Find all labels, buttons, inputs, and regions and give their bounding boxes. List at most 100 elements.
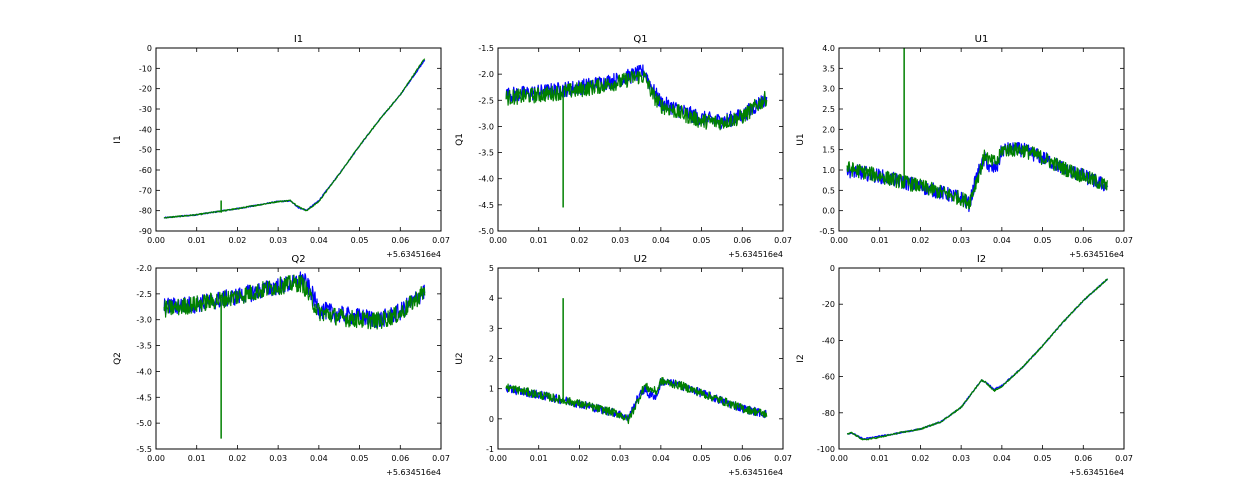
y-tick-label: -2.5 [136, 290, 152, 299]
y-axis-label: U1 [796, 133, 806, 145]
subplot-I2: 0.00 0.01 0.02 0.03 0.04 0.05 0.06 0.07 -100 -80 -… [796, 254, 1133, 477]
x-tick-label: 0.06 [391, 454, 409, 463]
y-tick-label: -80 [822, 409, 835, 418]
x-tick-label: 0.01 [530, 236, 548, 245]
x-tick-label: 0.00 [489, 236, 507, 245]
y-tick-label: -4.5 [136, 393, 152, 402]
x-tick-label: 0.04 [652, 236, 670, 245]
x-tick-label: 0.05 [1034, 454, 1052, 463]
x-tick-label: 0.01 [530, 454, 548, 463]
data-group [163, 271, 426, 439]
chart-title: Q1 [633, 34, 647, 45]
y-tick-label: -3.0 [136, 316, 152, 325]
plot-area [498, 48, 783, 231]
subplot-Q2: 0.00 0.01 0.02 0.03 0.04 0.05 0.06 0.07 -5.5 -5.0… [113, 254, 450, 477]
y-tick-label: 2 [489, 355, 494, 364]
data-group [846, 48, 1109, 213]
x-tick-label: 0.02 [912, 454, 930, 463]
x-offset-label: +5.634516e4 [386, 468, 441, 477]
x-tick-label: 0.06 [1074, 454, 1092, 463]
y-tick-label: -3.5 [136, 342, 152, 351]
x-tick-label: 0.05 [693, 236, 711, 245]
x-tick-label: 0.05 [693, 454, 711, 463]
y-tick-label: 1.0 [822, 166, 835, 175]
x-tick-label: 0.06 [1074, 236, 1092, 245]
data-group [163, 58, 426, 219]
x-tick-label: 0.07 [432, 454, 450, 463]
y-tick-label: -5.5 [136, 445, 152, 454]
x-tick-label: 0.03 [611, 454, 629, 463]
axes-frame [838, 267, 1125, 450]
x-tick-label: 0.05 [1034, 236, 1052, 245]
subplot-I1: 0.00 0.01 0.02 0.03 0.04 0.05 0.06 0.07 -90 -80 -7… [113, 34, 450, 259]
y-tick-label: 3 [489, 324, 494, 333]
plot-area [839, 268, 1124, 449]
y-tick-label: -60 [822, 373, 835, 382]
series-line-green [505, 377, 768, 425]
y-tick-label: -4.5 [478, 201, 494, 210]
series-line-green [846, 278, 1109, 441]
y-tick-label: -40 [139, 125, 152, 134]
plot-area [156, 48, 441, 231]
axes-frame [497, 47, 784, 232]
x-tick-label: 0.07 [432, 236, 450, 245]
y-tick-label: 0.5 [822, 186, 835, 195]
y-tick-label: -4.0 [136, 367, 152, 376]
y-axis-label: I2 [796, 354, 806, 362]
y-tick-label: -70 [139, 186, 152, 195]
y-axis-label: Q2 [113, 352, 123, 365]
x-tick-label: 0.05 [351, 454, 369, 463]
y-tick-label: 2.0 [822, 125, 835, 134]
y-tick-label: -1 [486, 445, 494, 454]
x-tick-label: 0.04 [652, 454, 670, 463]
data-group [846, 278, 1109, 441]
y-tick-label: 0 [830, 264, 835, 273]
chart-title: I1 [294, 34, 303, 45]
x-tick-label: 0.06 [733, 236, 751, 245]
x-tick-label: 0.04 [310, 236, 328, 245]
y-tick-label: -5.0 [478, 227, 494, 236]
series-line-green [846, 142, 1109, 210]
x-tick-label: 0.03 [952, 236, 970, 245]
x-tick-label: 0.05 [351, 236, 369, 245]
x-offset-label: +5.634516e4 [728, 468, 783, 477]
y-tick-label: -80 [139, 207, 152, 216]
y-tick-label: -60 [139, 166, 152, 175]
x-offset-label: +5.634516e4 [728, 250, 783, 259]
x-tick-label: 0.02 [229, 454, 247, 463]
data-group [505, 64, 768, 208]
chart-title: U2 [634, 254, 648, 265]
x-tick-label: 0.03 [611, 236, 629, 245]
x-tick-label: 0.01 [188, 454, 206, 463]
y-tick-label: -50 [139, 146, 152, 155]
x-tick-label: 0.01 [188, 236, 206, 245]
y-tick-label: 2.5 [822, 105, 835, 114]
series-line-green [505, 70, 768, 131]
y-tick-label: 3.5 [822, 64, 835, 73]
plot-area [156, 268, 441, 449]
y-tick-label: -20 [139, 85, 152, 94]
y-tick-label: 1.5 [822, 146, 835, 155]
y-tick-label: -5.0 [136, 419, 152, 428]
x-tick-label: 0.03 [952, 454, 970, 463]
x-offset-label: +5.634516e4 [1069, 250, 1124, 259]
x-tick-label: 0.01 [871, 454, 889, 463]
y-tick-label: -3.5 [478, 149, 494, 158]
y-tick-label: 4.0 [822, 44, 835, 53]
x-tick-label: 0.03 [269, 236, 287, 245]
y-tick-label: -2.0 [136, 264, 152, 273]
axes-frame [155, 47, 442, 232]
subplot-U1: 0.00 0.01 0.02 0.03 0.04 0.05 0.06 0.07 -0.5 0.0 0… [796, 34, 1133, 259]
x-tick-label: 0.00 [830, 454, 848, 463]
x-tick-label: 0.02 [571, 236, 589, 245]
chart-title: U1 [975, 34, 989, 45]
x-tick-label: 0.04 [993, 236, 1011, 245]
y-tick-label: -4.0 [478, 175, 494, 184]
x-tick-label: 0.02 [571, 454, 589, 463]
x-offset-label: +5.634516e4 [386, 250, 441, 259]
y-tick-label: -10 [139, 64, 152, 73]
y-tick-label: 0 [147, 44, 152, 53]
chart-title: Q2 [291, 254, 305, 265]
axes-frame [838, 47, 1125, 232]
